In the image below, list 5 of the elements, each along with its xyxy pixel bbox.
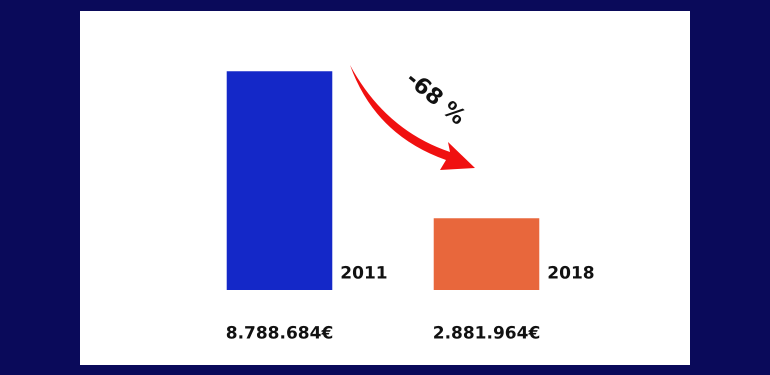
annotation: -68 % [400,66,470,130]
data-label: 2.881.964€ [432,323,540,344]
x-tick-label: 2018 [547,263,595,284]
x-tick-label: 2011 [340,263,388,284]
data-label: 8.788.684€ [226,323,334,344]
